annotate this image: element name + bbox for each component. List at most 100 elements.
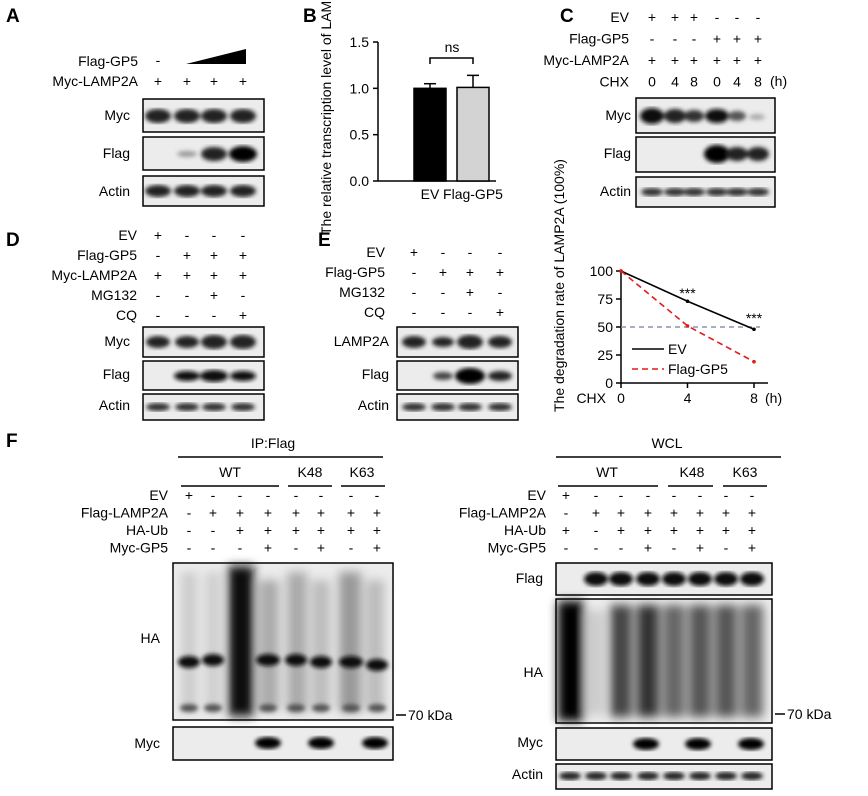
blot-label-flag: Flag [103,145,130,161]
sign: - [349,487,354,503]
sign: + [183,73,191,89]
sign: + [754,52,762,68]
y-tick-label: 0.0 [350,173,370,189]
row-label: Myc-LAMP2A [543,52,629,68]
ip-header: IP:Flag [251,435,295,451]
group-k48: K48 [298,464,323,480]
y-tick-label: 0 [605,375,613,391]
sign: - [412,304,417,320]
row-label: Flag-GP5 [569,31,629,47]
sign: - [441,244,446,260]
group-k63: K63 [350,464,375,480]
sign: + [592,505,600,521]
sign: - [266,487,271,503]
sign: - [715,9,720,25]
legend-label: EV [668,341,687,357]
row-label: Flag-GP5 [77,247,137,263]
panel-d: EV + - - - Flag-GP5 - + + + Myc-LAMP2A + + + + MG132 - - +… [51,227,265,421]
sign: + [292,522,300,538]
data-point [685,324,690,328]
data-point [752,327,756,332]
panel-letter-a: A [6,6,20,27]
sign: - [156,307,161,323]
sign: + [713,31,721,47]
sign: - [212,307,217,323]
sign: + [317,540,325,556]
significance-marker: *** [679,285,696,301]
sign: - [156,287,161,303]
sign: + [671,9,679,25]
x-tick-label: 8 [750,390,758,406]
sign: - [238,487,243,503]
group-k63: K63 [733,464,758,480]
sign: - [692,31,697,47]
marker-label: 70 kDa [408,707,453,723]
sign: + [748,505,756,521]
sign: - [619,540,624,556]
row-label: Flag-LAMP2A [459,505,547,521]
sign: - [156,247,161,263]
panel-letter-d: D [6,230,20,251]
sign: - [594,540,599,556]
sign: - [187,522,192,538]
x-tick-label: 0 [617,390,625,406]
sign: - [594,487,599,503]
sign: 8 [690,74,698,90]
blot-label-ha: HA [524,664,544,680]
panel-c: EV + + + - - -Flag-GP5- - - + + +Myc-LAMP2A + + + + + +CH… [543,9,787,208]
sign: 4 [733,74,741,90]
blot-label-flag: Flag [362,366,389,382]
sign: + [617,522,625,538]
row-label: Myc-GP5 [488,540,547,556]
sign: + [154,73,162,89]
sign: + [748,522,756,538]
sign: - [412,284,417,300]
blot-label-myc: Myc [134,735,160,751]
sign: + [185,487,193,503]
panel-b-bar-chart: The relative transcription level of LAMP… [318,0,503,235]
significance-bracket [429,57,474,64]
panel-f-ip: IP:Flag WT K48 K63 EV + - - - - - - -Flag-LAMP2A… [81,435,453,761]
sign: + [439,264,447,280]
sign: + [264,505,272,521]
sign: - [594,522,599,538]
sign: + [239,267,247,283]
degradation-line-chart: The degradation rate of LAMP2A (100%) CH… [551,159,782,412]
sign: + [722,505,730,521]
sign: + [696,540,704,556]
blot-label-myc: Myc [605,107,631,123]
blot-myc [555,727,773,761]
sign: + [210,73,218,89]
sign: - [650,31,655,47]
blot-label-flag: Flag [604,145,631,161]
sign: + [209,505,217,521]
panel-e: EV + - - - Flag-GP5 - + + + MG132 - - + - CQ - - - + LAMP2A… [325,244,519,421]
sign: - [241,287,246,303]
sign: - [756,9,761,25]
blot-label-flag: Flag [516,570,543,586]
row-label: EV [118,227,137,243]
sign: + [210,267,218,283]
sign: - [241,227,246,243]
data-point [685,299,690,304]
x-axis-unit: (h) [765,390,782,406]
row-label-myc-lamp2a: Myc-LAMP2A [52,73,138,89]
sign: - [375,487,380,503]
sign: - [187,540,192,556]
sign: - [672,487,677,503]
sign: + [239,73,247,89]
row-label: Flag-GP5 [325,264,385,280]
x-axis-label: CHX [576,390,606,406]
row-label: EV [527,487,546,503]
sign: + [264,540,272,556]
sign: + [690,52,698,68]
row-label: HA-Ub [126,522,168,538]
sign: + [690,9,698,25]
sign: + [210,287,218,303]
row-label: CQ [364,304,385,320]
y-tick-label: 75 [597,291,613,307]
blot-label-myc: Myc [104,333,130,349]
sign: + [373,505,381,521]
sign: + [154,267,162,283]
sign: + [670,505,678,521]
